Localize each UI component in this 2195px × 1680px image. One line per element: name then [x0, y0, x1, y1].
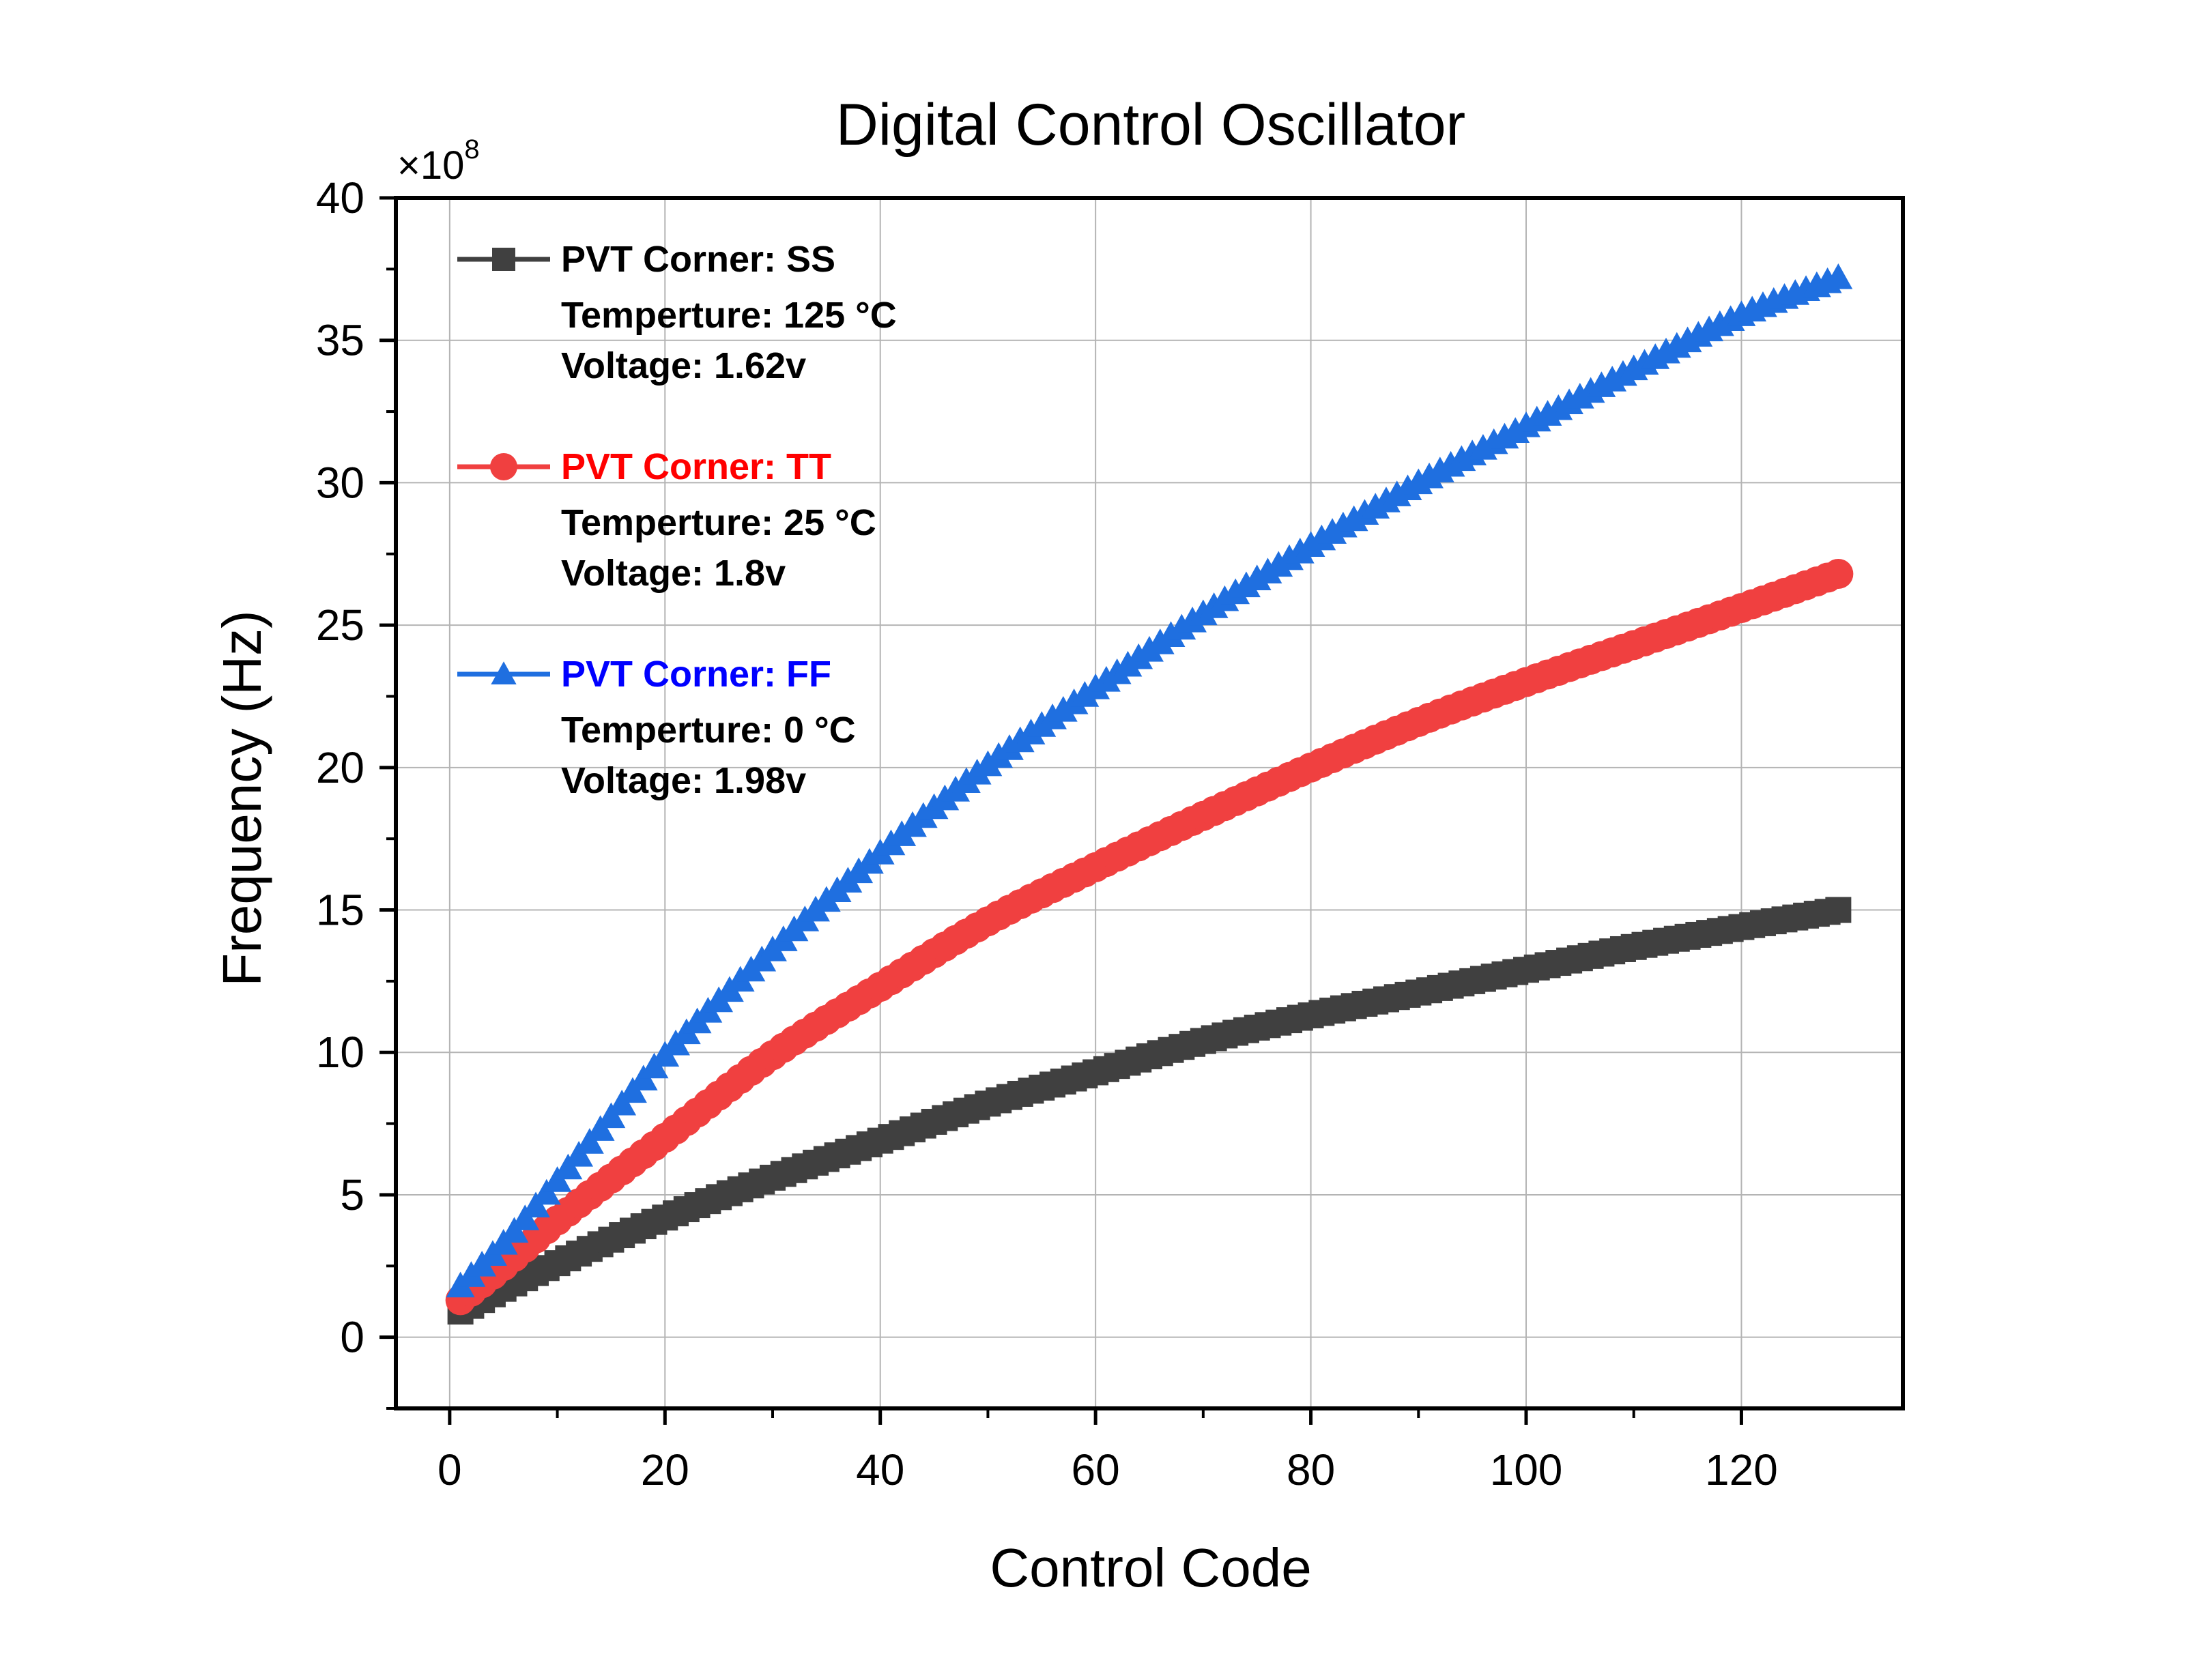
legend-label: PVT Corner: FF [561, 654, 831, 695]
legend-marker [490, 453, 517, 480]
legend-note: Temperture: 25 °C [561, 502, 876, 543]
x-tick-labels: 0 20 40 60 80 100 120 [437, 1445, 1778, 1494]
series-line [459, 908, 1839, 1314]
legend-note: Voltage: 1.98v [561, 760, 806, 801]
x-tick-label: 100 [1490, 1445, 1563, 1494]
data-point [1823, 558, 1854, 589]
axis-ticks [379, 196, 1743, 1425]
chart-title: Digital Control Oscillator [836, 92, 1465, 158]
y-tick-label: 40 [316, 173, 364, 222]
series-ss [447, 897, 1852, 1325]
legend-entry-tt: PVT Corner: TT Temperture: 25 °C Voltage: … [457, 446, 876, 594]
series-ff [446, 263, 1853, 1298]
y-tick-labels: 0 5 10 15 20 25 30 35 40 [316, 173, 364, 1362]
data-point [1824, 263, 1853, 289]
x-tick-label: 120 [1705, 1445, 1778, 1494]
y-tick-label: 25 [316, 600, 364, 650]
data-point [1296, 531, 1325, 557]
x-tick-label: 40 [856, 1445, 904, 1494]
data-point [1825, 897, 1852, 923]
legend-label: PVT Corner: SS [561, 239, 835, 280]
legend-marker [492, 248, 515, 271]
y-tick-label: 15 [316, 886, 364, 935]
x-tick-label: 0 [437, 1445, 462, 1494]
y-tick-label: 0 [340, 1313, 364, 1362]
data-point [564, 1140, 594, 1167]
legend-entry-ss: PVT Corner: SS Temperture: 125 °C Voltage:… [457, 239, 897, 386]
legend: PVT Corner: SS Temperture: 125 °C Voltage:… [457, 239, 897, 801]
data-point [1307, 524, 1336, 551]
y-axis-label: Frequency (Hz) [212, 610, 272, 986]
x-tick-label: 20 [641, 1445, 689, 1494]
legend-note: Voltage: 1.62v [561, 345, 806, 386]
y-axis-multiplier: ×108 [397, 134, 480, 188]
y-tick-label: 10 [316, 1028, 364, 1077]
series-layer [445, 263, 1854, 1325]
y-tick-label: 20 [316, 743, 364, 792]
data-point [575, 1128, 604, 1154]
legend-marker [491, 661, 517, 684]
x-axis-label: Control Code [990, 1537, 1311, 1598]
x-tick-label: 80 [1287, 1445, 1335, 1494]
legend-note: Temperture: 0 °C [561, 710, 856, 751]
legend-entry-ff: PVT Corner: FF Temperture: 0 °C Voltage: 1… [457, 654, 856, 801]
legend-note: Temperture: 125 °C [561, 295, 897, 336]
x-tick-label: 60 [1072, 1445, 1120, 1494]
legend-label: PVT Corner: TT [561, 446, 831, 487]
y-tick-label: 5 [340, 1170, 364, 1219]
plot-frame [394, 196, 1905, 1410]
y-tick-label: 35 [316, 316, 364, 365]
y-tick-label: 30 [316, 458, 364, 507]
legend-note: Voltage: 1.8v [561, 553, 786, 594]
